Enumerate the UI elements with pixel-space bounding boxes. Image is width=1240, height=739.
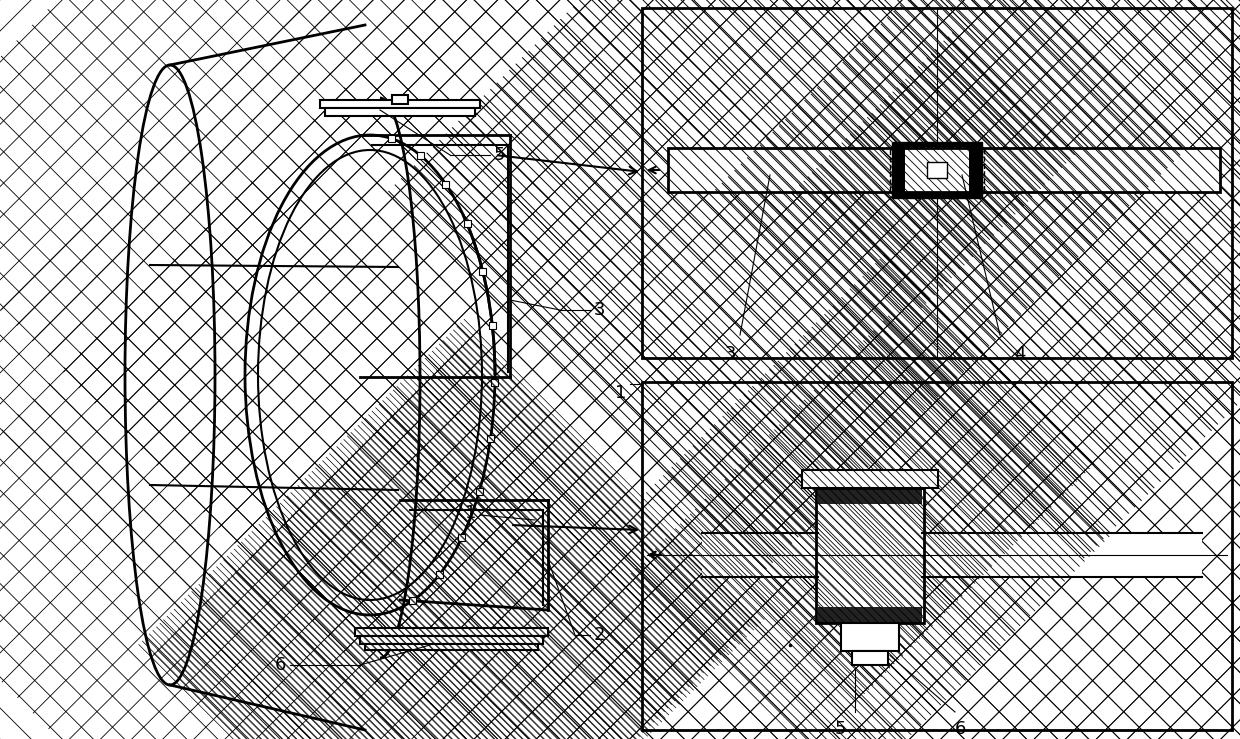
Bar: [644, 9, 1231, 357]
Text: 3: 3: [724, 345, 735, 363]
Text: 5: 5: [835, 720, 846, 738]
Bar: [905, 147, 968, 193]
Bar: [642, 8, 1233, 358]
Bar: [928, 162, 947, 178]
Bar: [644, 383, 1231, 729]
Bar: [892, 142, 982, 198]
Bar: [355, 628, 548, 636]
Bar: [459, 534, 465, 542]
Bar: [487, 435, 494, 443]
Bar: [987, 148, 1220, 192]
Bar: [923, 533, 1202, 577]
Bar: [443, 180, 449, 188]
Bar: [644, 9, 1231, 357]
Text: 5: 5: [494, 146, 506, 164]
Bar: [489, 322, 496, 330]
Bar: [668, 148, 1220, 192]
Bar: [818, 505, 921, 605]
Bar: [841, 622, 899, 650]
Bar: [360, 636, 543, 644]
Text: 6: 6: [955, 720, 966, 738]
Bar: [987, 148, 1220, 192]
Bar: [435, 571, 443, 579]
Bar: [644, 383, 1231, 729]
Bar: [644, 9, 1231, 357]
Bar: [388, 135, 396, 142]
Bar: [905, 147, 968, 193]
Text: 6: 6: [274, 656, 286, 674]
Bar: [409, 597, 417, 604]
Bar: [702, 533, 818, 577]
Bar: [320, 100, 480, 108]
Bar: [476, 488, 482, 495]
Bar: [355, 628, 548, 636]
Bar: [818, 488, 923, 503]
Bar: [480, 268, 486, 276]
Bar: [392, 95, 408, 104]
Bar: [642, 8, 1233, 358]
Bar: [365, 644, 538, 650]
Bar: [668, 148, 1220, 192]
Bar: [642, 382, 1233, 730]
Text: 4: 4: [1014, 345, 1025, 363]
Bar: [668, 148, 906, 192]
Bar: [325, 108, 475, 116]
Bar: [804, 471, 937, 486]
Text: 3: 3: [594, 301, 605, 319]
Bar: [816, 488, 924, 622]
Bar: [360, 636, 543, 644]
Bar: [642, 382, 1233, 730]
Bar: [905, 147, 968, 193]
Text: 1: 1: [465, 504, 476, 522]
Bar: [417, 151, 424, 159]
Bar: [818, 505, 921, 605]
Text: 1: 1: [615, 384, 626, 402]
Bar: [890, 147, 985, 193]
Bar: [644, 383, 1231, 729]
Text: 2: 2: [594, 626, 605, 644]
Bar: [360, 636, 543, 644]
Bar: [818, 607, 923, 622]
Bar: [355, 628, 548, 636]
Bar: [802, 469, 937, 488]
Bar: [464, 220, 470, 227]
Bar: [804, 471, 937, 486]
Bar: [668, 148, 906, 192]
Bar: [491, 379, 498, 386]
Bar: [852, 650, 888, 664]
Bar: [816, 488, 924, 622]
